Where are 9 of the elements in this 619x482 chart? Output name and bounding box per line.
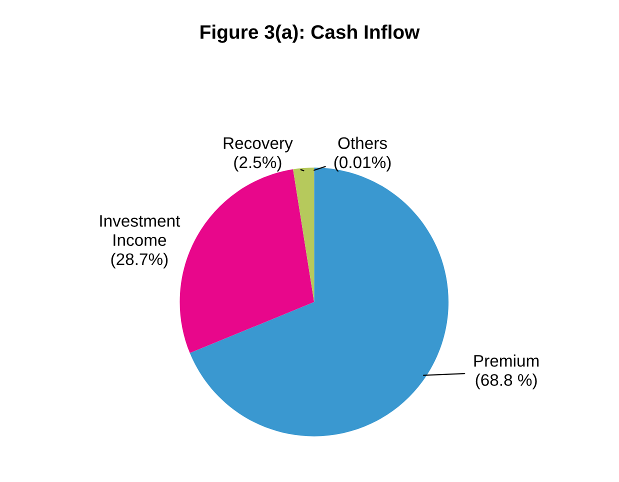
data-label: (68.8 %): [476, 374, 537, 390]
data-label: (2.5%): [234, 156, 282, 172]
data-label: (28.7%): [111, 252, 168, 268]
chart-title: Figure 3(a): Cash Inflow: [200, 24, 420, 43]
data-label: (0.01%): [334, 156, 391, 172]
slice-label: Recovery: [224, 137, 293, 152]
slice-label: Premium: [474, 354, 539, 367]
slice-label: Investment Income: [100, 215, 180, 246]
slice-label: Others: [338, 136, 387, 150]
